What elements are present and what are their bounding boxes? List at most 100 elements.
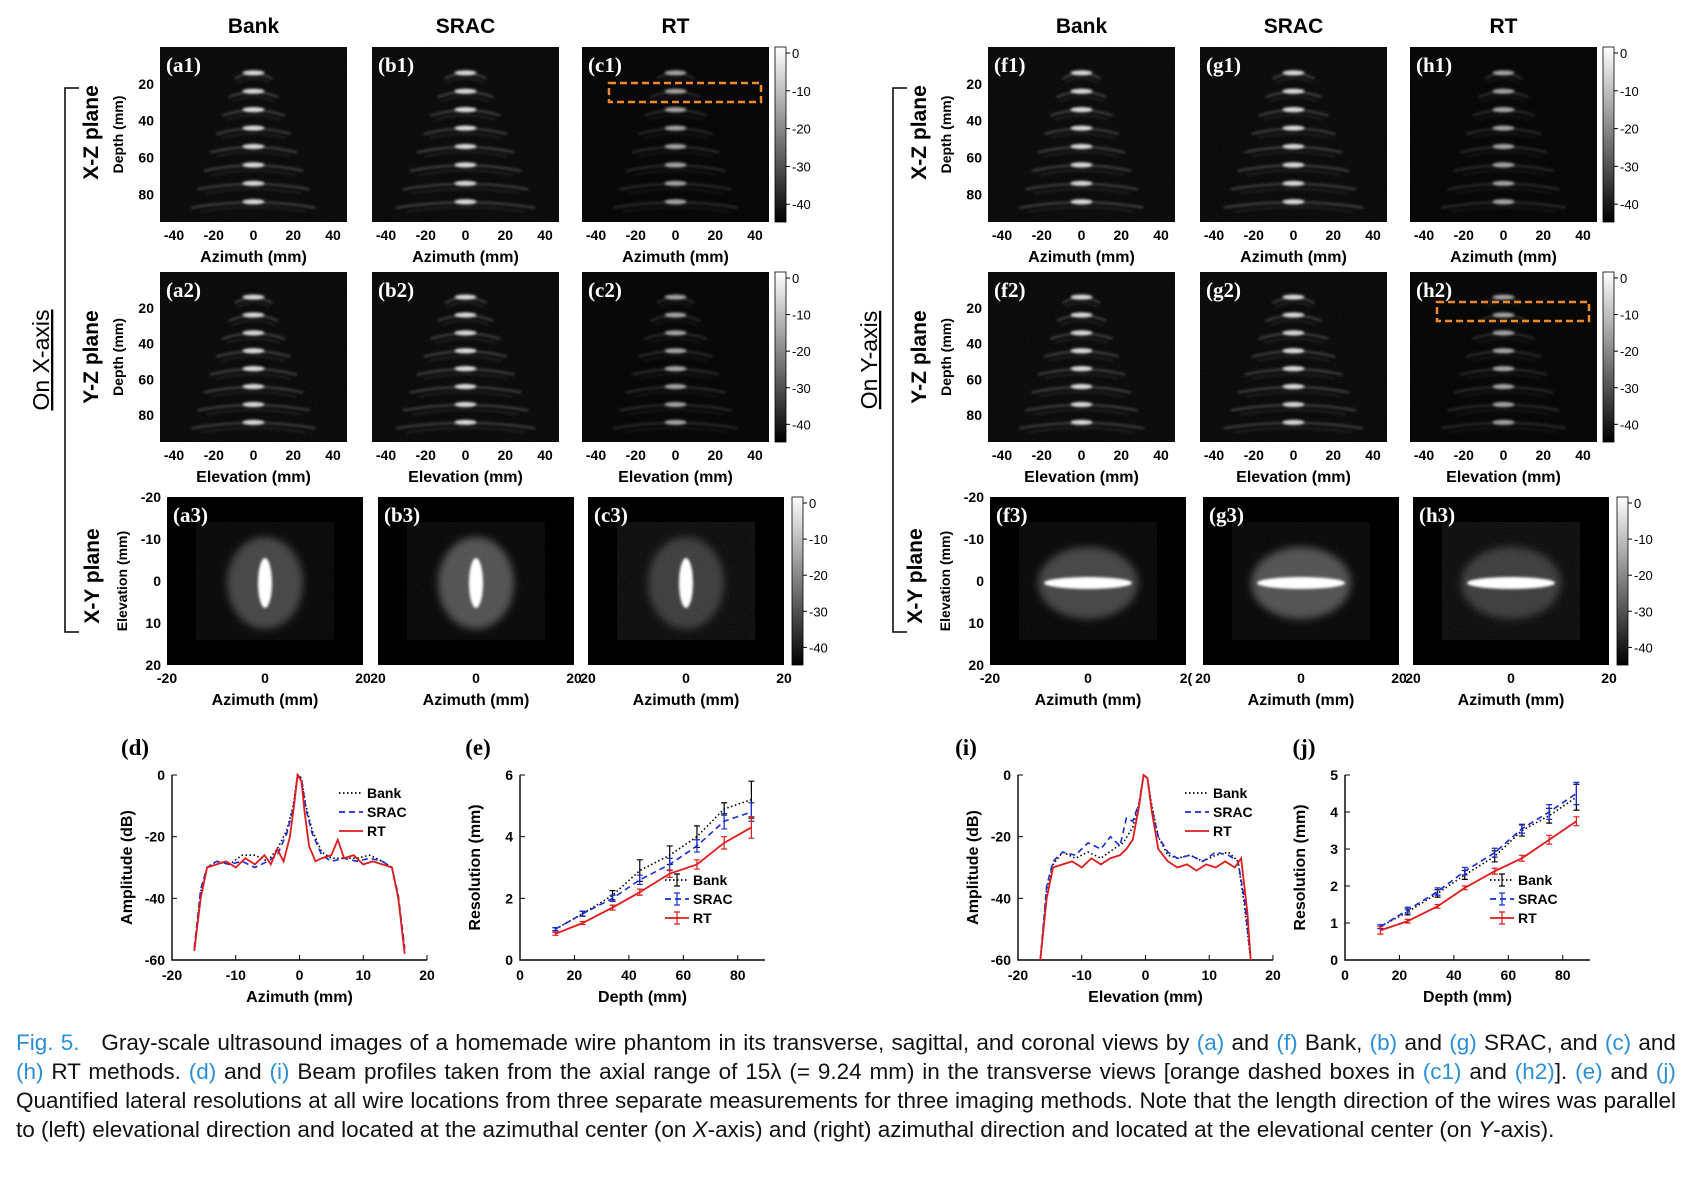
tick-label: 0	[682, 670, 690, 686]
tick-label: 20	[1325, 227, 1341, 243]
tick-label: 20	[966, 300, 982, 316]
caption-ref-d[interactable]: (d)	[188, 1059, 217, 1084]
tick-label: -10	[964, 531, 984, 547]
colorbar-tick: -20	[1620, 344, 1639, 359]
row-label-xy: X-Y plane	[81, 528, 104, 623]
tick-label: 80	[966, 407, 982, 423]
caption-ref-a[interactable]: (a)	[1196, 1030, 1225, 1055]
group-bracket	[892, 87, 907, 633]
caption-ref-e[interactable]: (e)	[1575, 1059, 1603, 1084]
axis-label-azimuth: Azimuth (mm)	[200, 249, 307, 266]
caption-ref-c1[interactable]: (c1)	[1422, 1059, 1462, 1084]
y-tick-label: -40	[145, 890, 165, 906]
caption-ref-g[interactable]: (g)	[1449, 1030, 1477, 1055]
group-bracket	[64, 87, 79, 633]
caption-ref-h[interactable]: (h)	[16, 1059, 44, 1084]
legend-label-srac: SRAC	[693, 891, 733, 907]
tick-label: -20	[1032, 447, 1052, 463]
error-bar	[1461, 866, 1468, 876]
tick-label: 40	[747, 227, 763, 243]
panel-label: (c1)	[588, 53, 622, 77]
error-bar	[693, 839, 700, 853]
bmode-image	[160, 272, 347, 442]
bmode-image	[1200, 47, 1387, 222]
axis-label-azimuth: Azimuth (mm)	[1035, 692, 1142, 709]
tick-label: 0	[1078, 447, 1086, 463]
caption-ref-c[interactable]: (c)	[1604, 1030, 1632, 1055]
column-title-bank: Bank	[1056, 15, 1108, 38]
x-tick-label: 0	[1341, 967, 1349, 983]
error-bar	[748, 816, 755, 839]
colorbar-tick: -10	[1620, 308, 1639, 323]
caption-ref-h2[interactable]: (h2)	[1514, 1059, 1555, 1084]
tick-label: 40	[325, 447, 341, 463]
error-bar	[666, 869, 673, 878]
panel-label: (h1)	[1416, 53, 1452, 77]
tick-label: 40	[1153, 447, 1169, 463]
panel-label: (a1)	[166, 53, 201, 77]
error-bar	[1546, 804, 1553, 820]
colorbar: 0 -10 -20 -30 -40	[1616, 496, 1653, 666]
tick-label: -20	[1454, 447, 1474, 463]
tick-label: 40	[1365, 447, 1381, 463]
tick-label: -20	[980, 670, 1000, 686]
tick-label: 40	[1153, 227, 1169, 243]
tick-label: 20	[707, 227, 723, 243]
tick-label: 0	[250, 447, 258, 463]
caption-ref-f[interactable]: (f)	[1276, 1030, 1298, 1055]
tick-label: 20	[776, 670, 792, 686]
legend-label-srac: SRAC	[1213, 804, 1253, 820]
tick-label: 10	[145, 615, 161, 631]
axis-label-depth: Depth (mm)	[110, 318, 126, 396]
x-tick-label: -10	[1072, 967, 1092, 983]
tick-label: 60	[966, 150, 982, 166]
colorbar-tick: -30	[792, 159, 811, 174]
colorbar-tick: -10	[792, 84, 811, 99]
tick-label: 20	[968, 657, 984, 673]
colorbar: 0 -10 -20 -30 -40	[774, 46, 811, 223]
tick-label: -40	[164, 227, 184, 243]
panel-label: (b3)	[384, 503, 420, 527]
colorbar-tick: -30	[1634, 604, 1653, 619]
tick-label: 0	[1084, 670, 1092, 686]
x-tick-label: 0	[296, 967, 304, 983]
colorbar-tick: -10	[1620, 84, 1639, 99]
panel-label: (f3)	[996, 503, 1027, 527]
tick-label: 40	[537, 227, 553, 243]
legend-label-srac: SRAC	[367, 804, 407, 820]
caption-ref-j[interactable]: (j)	[1655, 1059, 1676, 1084]
tick-label: 0	[976, 573, 984, 589]
colorbar-tick: -40	[809, 640, 828, 655]
tick-label: 20	[145, 657, 161, 673]
tick-label: 0	[1507, 670, 1515, 686]
legend-label-bank: Bank	[367, 785, 401, 801]
error-bar	[693, 859, 700, 870]
axis-label-elevation: Elevation (mm)	[408, 469, 523, 486]
x-tick-label: 0	[1142, 967, 1150, 983]
tick-label: -20	[1244, 227, 1264, 243]
tick-label: 40	[747, 447, 763, 463]
panel-label: (a3)	[173, 503, 208, 527]
axis-label-azimuth: Azimuth (mm)	[212, 692, 319, 709]
axis-label-azimuth: Azimuth (mm)	[412, 249, 519, 266]
caption-ref-b[interactable]: (b)	[1369, 1030, 1398, 1055]
y-tick-label: 5	[1330, 767, 1338, 783]
panel-label: (a2)	[166, 278, 201, 302]
y-tick-label: 0	[1003, 767, 1011, 783]
y-tick-label: -40	[991, 890, 1011, 906]
bmode-image	[582, 47, 769, 222]
series-line-rt	[1039, 773, 1252, 961]
bmode-image	[988, 47, 1175, 222]
series-line-srac	[1039, 773, 1252, 961]
y-tick-label: -60	[145, 952, 165, 968]
tick-label: 20	[1113, 227, 1129, 243]
legend-errorbar	[674, 892, 680, 906]
series-line-srac	[554, 811, 752, 930]
tick-label: 2(	[1180, 670, 1193, 686]
series-line-rt	[1380, 820, 1577, 932]
y-tick-label: 2	[1330, 878, 1338, 894]
group-label: On X-axis	[28, 310, 54, 411]
caption-ref-i[interactable]: (i)	[269, 1059, 290, 1084]
chart-axis-line	[171, 775, 427, 961]
error-bar	[721, 836, 728, 850]
